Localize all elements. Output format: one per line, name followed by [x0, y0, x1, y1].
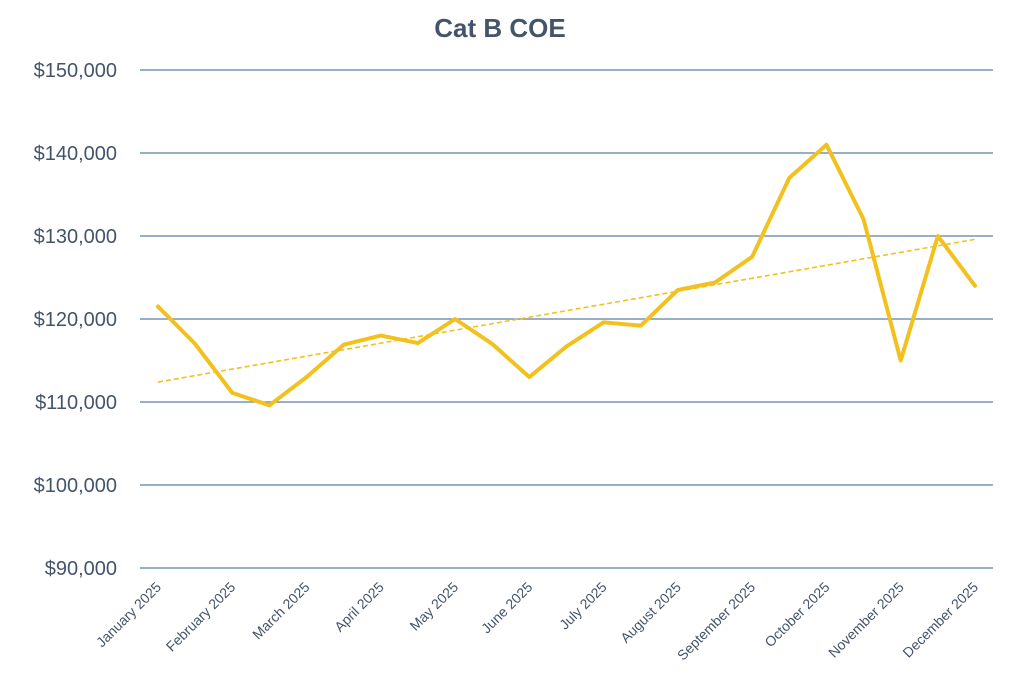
- data-point-8: [453, 317, 457, 321]
- data-point-5: [342, 343, 346, 347]
- data-point-9: [490, 342, 494, 346]
- data-point-16: [750, 255, 754, 259]
- y-tick-label-4: $130,000: [34, 226, 117, 248]
- data-point-6: [379, 334, 383, 338]
- data-point-10: [527, 375, 531, 379]
- linear-trendline: [157, 238, 976, 383]
- trendline-layer: [157, 238, 976, 383]
- data-point-11: [565, 344, 569, 348]
- y-axis-tick-labels: $90,000 $100,000 $110,000 $120,000 $130,000 $…: [34, 60, 117, 580]
- x-tick-label-3: April 2025: [331, 579, 387, 635]
- data-point-20: [899, 359, 903, 363]
- series-layer: [156, 142, 977, 408]
- x-tick-label-5: June 2025: [478, 579, 536, 637]
- chart-title: Cat B COE: [434, 13, 565, 43]
- x-tick-label-7: August 2025: [617, 579, 684, 646]
- data-point-19: [862, 217, 866, 221]
- data-point-0: [156, 305, 160, 309]
- y-tick-label-6: $150,000: [34, 60, 117, 82]
- y-tick-label-1: $100,000: [34, 475, 117, 497]
- y-tick-label-3: $120,000: [34, 309, 117, 331]
- data-point-3: [267, 403, 271, 407]
- x-tick-label-2: March 2025: [249, 579, 313, 643]
- data-point-21: [936, 234, 940, 238]
- gridlines: [140, 69, 993, 569]
- x-tick-label-9: October 2025: [761, 579, 832, 650]
- data-point-4: [305, 375, 309, 379]
- data-point-14: [676, 288, 680, 292]
- y-tick-label-0: $90,000: [45, 558, 117, 580]
- x-tick-label-6: July 2025: [556, 579, 610, 633]
- data-point-22: [973, 284, 977, 288]
- data-point-13: [639, 324, 643, 328]
- y-tick-label-2: $110,000: [35, 392, 117, 414]
- x-tick-label-0: January 2025: [93, 579, 164, 650]
- data-point-1: [193, 342, 197, 346]
- x-tick-label-10: November 2025: [825, 579, 907, 661]
- x-tick-label-8: September 2025: [674, 579, 759, 664]
- data-point-2: [230, 391, 234, 395]
- x-tick-label-4: May 2025: [406, 579, 461, 634]
- series-line-0: [156, 142, 977, 408]
- data-point-15: [713, 280, 717, 284]
- x-tick-label-11: December 2025: [899, 579, 981, 661]
- data-point-12: [602, 320, 606, 324]
- data-point-17: [787, 176, 791, 180]
- data-point-7: [416, 341, 420, 345]
- data-point-18: [824, 143, 828, 147]
- y-tick-label-5: $140,000: [34, 143, 117, 165]
- x-tick-label-1: February 2025: [163, 579, 239, 655]
